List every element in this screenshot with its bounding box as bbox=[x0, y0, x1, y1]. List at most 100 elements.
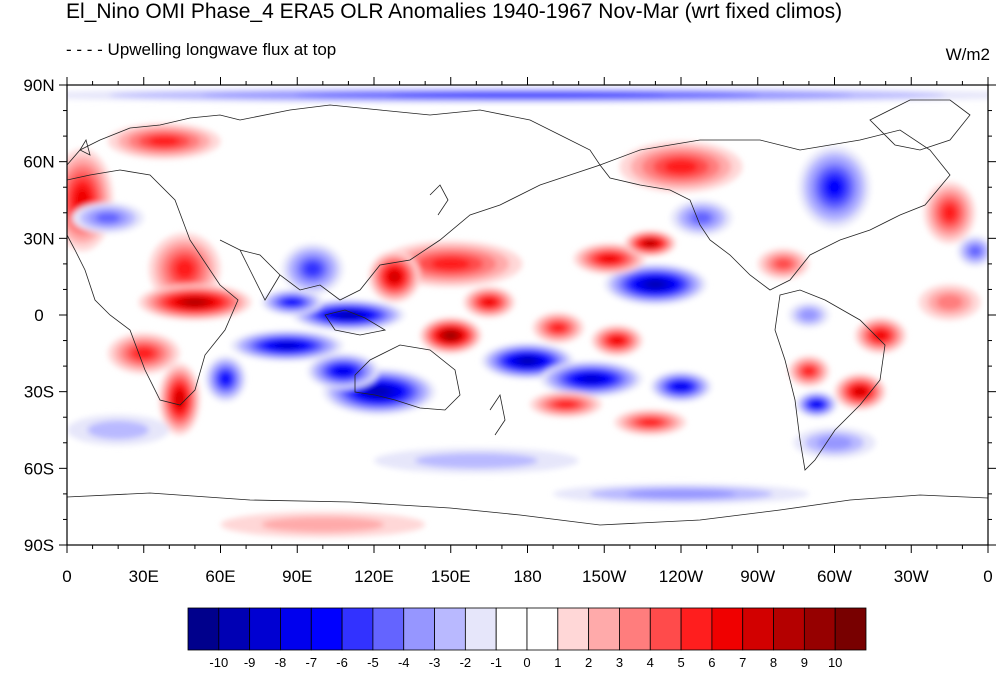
coastline-asia bbox=[219, 104, 601, 301]
coastline-japan bbox=[429, 184, 449, 216]
anomaly-field bbox=[67, 87, 988, 538]
colorbar-label: 10 bbox=[828, 655, 842, 670]
coastline-south-america bbox=[774, 289, 886, 471]
anomaly-band bbox=[854, 388, 866, 396]
colorbar-box bbox=[403, 607, 435, 651]
anomaly-band bbox=[87, 420, 149, 440]
colorbar-box bbox=[341, 607, 374, 651]
anomaly-band bbox=[389, 271, 400, 282]
colorbar-label: 2 bbox=[585, 655, 592, 670]
coastline-uk bbox=[79, 138, 91, 156]
anomaly-band bbox=[551, 323, 566, 332]
colorbar-label: 3 bbox=[616, 655, 623, 670]
x-tick-label: 150E bbox=[431, 567, 471, 586]
anomaly-band bbox=[414, 453, 538, 469]
colorbar-box bbox=[649, 607, 682, 651]
anomaly-band bbox=[431, 257, 471, 271]
colorbar-label: -4 bbox=[398, 655, 410, 670]
coastline-greenland bbox=[869, 99, 971, 151]
y-tick-label: 90S bbox=[24, 536, 54, 555]
anomaly-band bbox=[826, 177, 843, 197]
colorbar-label: -2 bbox=[460, 655, 472, 670]
colorbar-label: -10 bbox=[209, 655, 228, 670]
y-tick-label: 30N bbox=[23, 229, 54, 248]
anomaly-band bbox=[520, 358, 535, 364]
anomaly-band bbox=[220, 373, 231, 385]
colorbar-label: 5 bbox=[677, 655, 684, 670]
colorbar-box bbox=[187, 607, 220, 651]
anomaly-band bbox=[133, 347, 154, 359]
anomaly-band bbox=[969, 246, 982, 257]
colorbar-box bbox=[218, 607, 251, 651]
coastlines bbox=[67, 99, 988, 526]
colorbar-label: 8 bbox=[770, 655, 777, 670]
anomaly-band bbox=[184, 299, 205, 306]
colorbar-box bbox=[280, 607, 312, 651]
anomaly-band bbox=[582, 375, 601, 383]
coastline-antarctica bbox=[67, 492, 988, 526]
x-tick-label: 120E bbox=[354, 567, 394, 586]
anomaly-band bbox=[664, 159, 698, 174]
x-tick-label: 120W bbox=[659, 567, 703, 586]
colorbar-box bbox=[249, 607, 281, 651]
anomaly-band bbox=[148, 136, 180, 147]
colorbar-box bbox=[619, 607, 651, 651]
colorbar-label: -6 bbox=[336, 655, 348, 670]
anomaly-band bbox=[339, 312, 358, 318]
colorbar-box bbox=[711, 607, 744, 651]
colorbar: -10 -9 -8 -7 -6 -5 -4 -3 -2 -1 0 1 2 3 4 5 6 7 8 9 10 bbox=[187, 607, 867, 670]
x-tick-label: 180 bbox=[513, 567, 541, 586]
map-axes: 0 30E 60E 90E 120E 150E 180 150W 120W 90W 60W 30W 09… bbox=[23, 76, 996, 586]
anomaly-band bbox=[174, 259, 195, 279]
colorbar-label: -3 bbox=[429, 655, 441, 670]
anomaly-band bbox=[816, 436, 853, 450]
anomaly-band bbox=[874, 331, 887, 340]
anomaly-band bbox=[95, 212, 120, 223]
anomaly-band bbox=[285, 299, 300, 306]
anomaly-band bbox=[387, 93, 668, 98]
colorbar-box bbox=[588, 607, 620, 651]
anomaly-band bbox=[445, 332, 456, 339]
chart-title: El_Nino OMI Phase_4 ERA5 OLR Anomalies 1… bbox=[66, 0, 843, 23]
coastline-europe bbox=[67, 114, 241, 166]
anomaly-band bbox=[304, 262, 321, 276]
colorbar-box bbox=[310, 607, 343, 651]
anomaly-band bbox=[626, 489, 736, 499]
x-tick-label: 0 bbox=[983, 567, 992, 586]
coastline-india bbox=[239, 249, 281, 301]
coastline-north-america bbox=[599, 129, 951, 291]
x-tick-label: 150W bbox=[582, 567, 626, 586]
anomaly-band bbox=[691, 211, 712, 224]
anomaly-band bbox=[611, 337, 623, 345]
x-tick-label: 60W bbox=[817, 567, 852, 586]
colorbar-box bbox=[434, 607, 466, 651]
anomaly-band bbox=[942, 204, 957, 222]
x-tick-label: 30E bbox=[129, 567, 159, 586]
coastline-new-zealand bbox=[489, 393, 506, 436]
anomaly-band bbox=[640, 418, 661, 426]
colorbar-box bbox=[495, 607, 528, 651]
x-tick-label: 0 bbox=[62, 567, 71, 586]
anomaly-band bbox=[277, 342, 297, 349]
anomaly-band bbox=[601, 255, 618, 263]
anomaly-band bbox=[774, 258, 792, 269]
colorbar-box bbox=[680, 607, 713, 651]
colorbar-label: -9 bbox=[244, 655, 256, 670]
colorbar-box bbox=[464, 607, 497, 651]
chart-subtitle: - - - - Upwelling longwave flux at top bbox=[66, 40, 337, 59]
anomaly-band bbox=[483, 298, 496, 306]
units-label: W/m2 bbox=[945, 45, 990, 64]
colorbar-box bbox=[803, 607, 836, 651]
anomaly-band bbox=[936, 294, 963, 310]
anomaly-band bbox=[645, 241, 655, 246]
x-tick-label: 60E bbox=[205, 567, 235, 586]
colorbar-label: 9 bbox=[801, 655, 808, 670]
coastline-australia bbox=[354, 344, 461, 411]
y-tick-label: 60S bbox=[24, 459, 54, 478]
y-tick-label: 0 bbox=[34, 306, 43, 325]
x-tick-label: 90W bbox=[740, 567, 775, 586]
coastline-africa bbox=[67, 169, 239, 406]
y-tick-label: 60N bbox=[23, 153, 54, 172]
colorbar-box bbox=[773, 607, 805, 651]
